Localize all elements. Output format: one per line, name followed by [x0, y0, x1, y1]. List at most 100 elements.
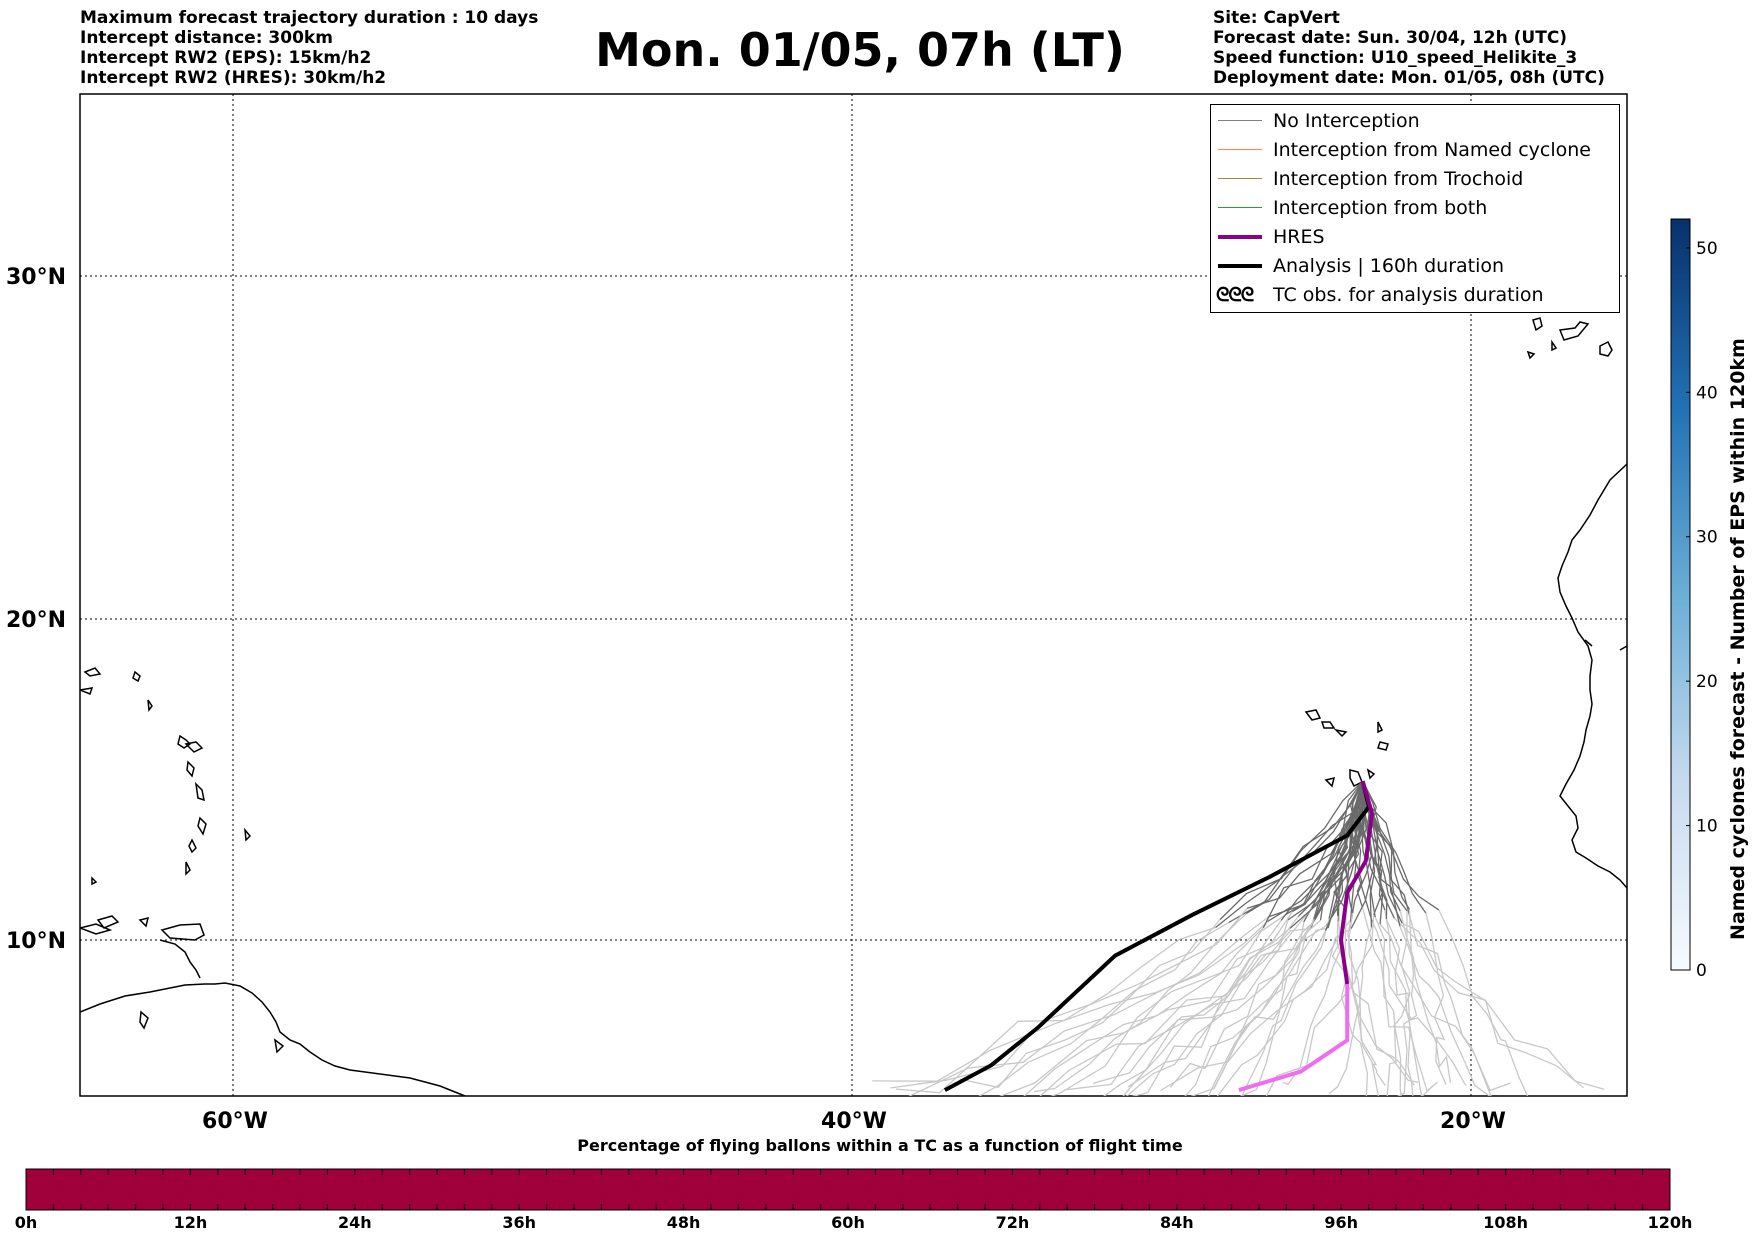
- analysis-trajectory: [943, 780, 1372, 1092]
- legend-swatch: [1218, 264, 1262, 268]
- lat-label-10n: 10°N: [6, 929, 66, 954]
- eps-trajectory-late: [1064, 907, 1313, 1091]
- colorbar-flight-time-label: 36h: [502, 1213, 537, 1232]
- header-info-right: Site: CapVert Forecast date: Sun. 30/04,…: [1213, 8, 1605, 88]
- legend-label: HRES: [1273, 226, 1325, 248]
- eps-trajectory-late: [1374, 916, 1402, 1096]
- eps-trajectory-early: [1362, 780, 1427, 914]
- legend-label: No Interception: [1273, 110, 1420, 132]
- colorbar-flight-time-label: 72h: [995, 1213, 1030, 1232]
- coast-trinidad: [159, 939, 201, 979]
- eps-trajectory-late: [1438, 909, 1529, 1096]
- legend-swatch: [1218, 235, 1262, 239]
- eps-trajectory-late: [1361, 907, 1439, 1093]
- colorbar-flight-time: [25, 1168, 1671, 1211]
- colorbar-flight-time-label: 0h: [14, 1213, 38, 1232]
- legend-item-tc-obs: ᘓᘓᘓ TC obs. for analysis duration: [1211, 281, 1619, 310]
- coast-south-america: [80, 982, 466, 1096]
- page-title: Mon. 01/05, 07h (LT): [595, 23, 1125, 77]
- eps-trajectory-late: [978, 921, 1230, 1096]
- eps-trajectory-late: [1265, 914, 1375, 1096]
- eps-trajectory-late: [1409, 917, 1492, 1096]
- eps-trajectory-early: [1292, 781, 1364, 913]
- colorbar-flight-time-label: 24h: [337, 1213, 372, 1232]
- eps-trajectory-late: [959, 919, 1221, 1089]
- legend-item-trochoid: Interception from Trochoid: [1211, 165, 1619, 194]
- legend-label: Interception from Trochoid: [1273, 168, 1524, 190]
- colorbar-eps: [1670, 218, 1691, 971]
- header-line: Intercept distance: 300km: [80, 28, 333, 48]
- legend-item-named-cyclone: Interception from Named cyclone: [1211, 136, 1619, 165]
- colorbar-tick-label: 0: [1696, 961, 1707, 981]
- colorbar-flight-time-ticks: [25, 1169, 1671, 1210]
- eps-trajectory-late: [1371, 921, 1467, 1086]
- eps-trajectory-early: [1331, 780, 1364, 916]
- legend-item-analysis: Analysis | 160h duration: [1211, 252, 1619, 281]
- eps-trajectory-late: [1207, 921, 1305, 1096]
- eps-trajectory-late: [1399, 910, 1452, 1083]
- eps-trajectory-late: [1131, 918, 1316, 1096]
- header-line: Intercept RW2 (EPS): 15km/h2: [80, 48, 372, 68]
- eps-trajectory-late: [1033, 913, 1247, 1093]
- colorbar-flight-time-label: 120h: [1647, 1213, 1693, 1232]
- eps-trajectory-late: [1103, 927, 1312, 1096]
- coast-africa: [1557, 463, 1627, 889]
- header-info-left: Maximum forecast trajectory duration : 1…: [80, 8, 538, 88]
- eps-trajectory-early: [1311, 781, 1364, 909]
- canary-islands: [1532, 317, 1543, 332]
- eps-trajectory-late: [1241, 918, 1330, 1096]
- legend-label: TC obs. for analysis duration: [1273, 284, 1544, 306]
- legend-swatch: [1218, 120, 1262, 121]
- hres-trajectory: [1338, 780, 1375, 985]
- cyclone-symbol-icon: ᘓᘓᘓ: [1216, 284, 1254, 306]
- eps-trajectory-late: [1336, 915, 1415, 1086]
- colorbar-tick-label: 10: [1696, 817, 1718, 837]
- header-line: Maximum forecast trajectory duration : 1…: [80, 8, 539, 28]
- cape-verde-islands: [1304, 709, 1322, 721]
- header-line: Site: CapVert: [1213, 8, 1340, 28]
- header-line: Deployment date: Mon. 01/05, 08h (UTC): [1213, 68, 1605, 88]
- colorbar-flight-time-label: 60h: [831, 1213, 865, 1232]
- eps-trajectory-late: [1239, 919, 1321, 1096]
- legend-swatch: [1218, 149, 1262, 150]
- eps-trajectory-late: [895, 926, 1216, 1094]
- lon-label-60w: 60°W: [202, 1109, 268, 1134]
- eps-trajectory-early: [1353, 781, 1364, 908]
- colorbar-eps-label: Named cyclones forecast - Number of EPS …: [1727, 338, 1749, 940]
- legend-label: Analysis | 160h duration: [1273, 255, 1505, 277]
- eps-trajectory-late: [890, 907, 1248, 1089]
- colorbar-flight-time-label: 12h: [173, 1213, 208, 1232]
- colorbar-tick-label: 40: [1696, 383, 1718, 403]
- lat-label-30n: 30°N: [6, 265, 66, 290]
- legend-label: Interception from both: [1273, 197, 1488, 219]
- legend-item-no-interception: No Interception: [1211, 107, 1619, 136]
- eps-trajectory-late: [999, 927, 1291, 1096]
- eps-trajectories: [872, 780, 1605, 1096]
- eps-trajectory-early: [1324, 781, 1364, 932]
- colorbar-flight-time-title: Percentage of flying ballons within a TC…: [577, 1136, 1183, 1155]
- hres-trajectory-late: [1238, 984, 1350, 1093]
- eps-trajectory-late: [1190, 930, 1327, 1096]
- eps-trajectory-early: [1247, 781, 1364, 909]
- colorbar-eps-ticks: 0 10 20 30 40 50: [1686, 239, 1718, 981]
- eps-trajectory-late: [1039, 916, 1299, 1096]
- eps-trajectory-late: [1050, 914, 1286, 1096]
- legend-swatch: [1218, 178, 1262, 179]
- colorbar-tick-label: 30: [1696, 528, 1718, 548]
- eps-trajectory-early: [1219, 780, 1364, 920]
- header-line: Speed function: U10_speed_Helikite_3: [1213, 48, 1578, 68]
- eps-trajectory-late: [1169, 922, 1314, 1088]
- eps-trajectory-late: [1386, 910, 1411, 1096]
- lon-label-20w: 20°W: [1440, 1109, 1506, 1134]
- eps-trajectory-late: [1401, 922, 1584, 1089]
- eps-trajectory-late: [1379, 923, 1511, 1092]
- colorbar-flight-time-label: 48h: [666, 1213, 701, 1232]
- header-line: Forecast date: Sun. 30/04, 12h (UTC): [1213, 28, 1568, 48]
- eps-trajectory-late: [872, 921, 1269, 1082]
- legend-label: Interception from Named cyclone: [1273, 139, 1591, 161]
- legend-item-both: Interception from both: [1211, 194, 1619, 223]
- eps-trajectory-early: [1362, 780, 1384, 916]
- eps-trajectory-early: [1361, 781, 1376, 918]
- colorbar-flight-time-label: 108h: [1483, 1213, 1528, 1232]
- lat-label-20n: 20°N: [6, 608, 66, 633]
